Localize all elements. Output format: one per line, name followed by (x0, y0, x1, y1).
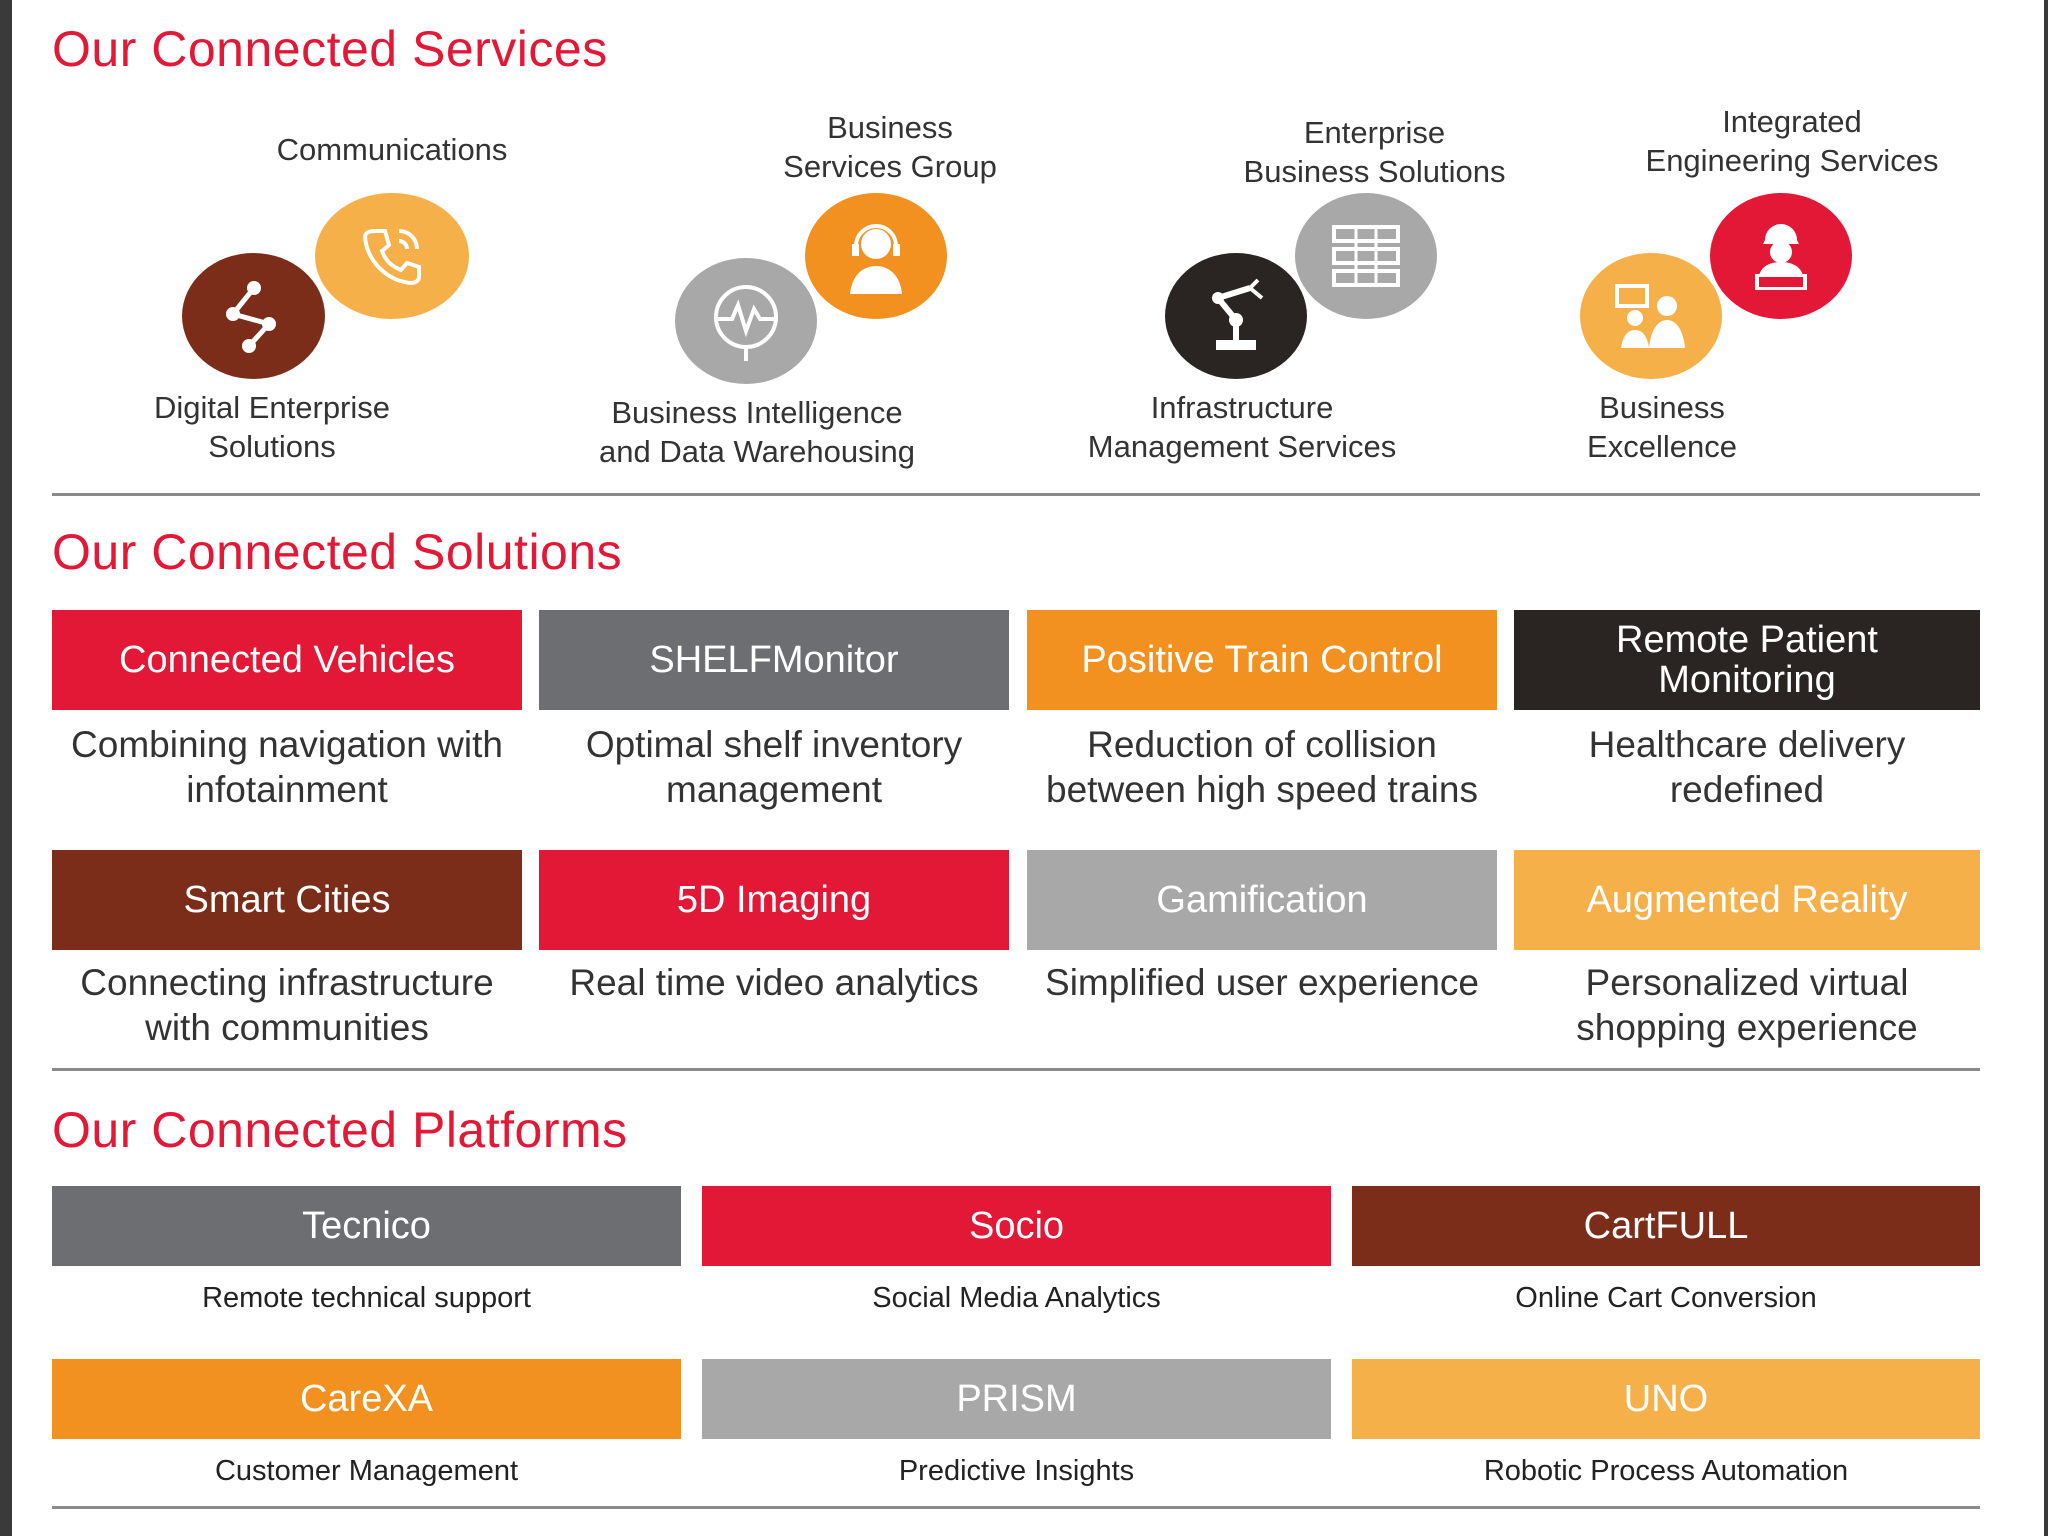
service-label-communications: Communications (276, 132, 508, 167)
platform-cartfull: CartFULL (1352, 1186, 1980, 1266)
solution-smart-cities: Smart Cities (52, 850, 522, 950)
solution-desc-augmented-reality: Personalized virtual shopping experience (1576, 962, 1918, 1048)
solution-desc-remote-patient-monitoring: Healthcare delivery redefined (1588, 724, 1906, 810)
service-label-infrastructure: Infrastructure Management Services (1087, 390, 1397, 464)
brochure-page: Our Connected Services Communications Di… (12, 0, 2044, 1536)
section-divider (52, 1068, 1980, 1071)
service-label-business-intelligence: Business Intelligence and Data Warehousi… (599, 395, 915, 469)
platforms-title: Our Connected Platforms (52, 1102, 628, 1158)
solution-desc-shelfmonitor: Optimal shelf inventory management (585, 724, 963, 810)
section-divider (52, 1506, 1980, 1509)
section-divider (52, 493, 1980, 496)
platform-socio: Socio (702, 1186, 1331, 1266)
solution-gamification: Gamification (1027, 850, 1497, 950)
solution-5d-imaging: 5D Imaging (539, 850, 1009, 950)
headset-agent-icon (805, 193, 947, 319)
solution-desc-gamification: Simplified user experience (1045, 962, 1479, 1003)
solution-remote-patient-monitoring: Remote Patient Monitoring (1514, 610, 1980, 710)
services-title: Our Connected Services (52, 21, 608, 77)
platform-desc-carexa: Customer Management (214, 1455, 519, 1487)
platform-tecnico: Tecnico (52, 1186, 681, 1266)
platform-desc-tecnico: Remote technical support (202, 1282, 531, 1314)
platform-uno: UNO (1352, 1359, 1980, 1439)
solution-desc-connected-vehicles: Combining navigation with infotainment (71, 724, 503, 810)
phone-icon (315, 193, 469, 319)
platform-desc-cartfull: Online Cart Conversion (1515, 1282, 1817, 1314)
service-label-digital-enterprise: Digital Enterprise Solutions (153, 390, 391, 464)
solutions-title: Our Connected Solutions (52, 524, 623, 580)
service-label-business-excellence: Business Excellence (1587, 390, 1737, 464)
network-icon (182, 253, 325, 379)
solution-desc-5d-imaging: Real time video analytics (569, 962, 979, 1003)
solution-desc-positive-train-control: Reduction of collision between high spee… (1046, 724, 1478, 810)
globe-analytics-icon (675, 258, 817, 384)
solution-desc-smart-cities: Connecting infrastructure with communiti… (80, 962, 494, 1048)
solution-augmented-reality: Augmented Reality (1514, 850, 1980, 950)
service-label-enterprise-business: Enterprise Business Solutions (1243, 115, 1506, 189)
solution-connected-vehicles: Connected Vehicles (52, 610, 522, 710)
server-icon (1295, 193, 1437, 319)
platform-carexa: CareXA (52, 1359, 681, 1439)
solution-shelfmonitor: SHELFMonitor (539, 610, 1009, 710)
engineer-laptop-icon (1710, 193, 1852, 319)
service-label-integrated-engineering: Integrated Engineering Services (1645, 104, 1939, 178)
platform-desc-socio: Social Media Analytics (872, 1282, 1161, 1314)
robot-arm-icon (1165, 253, 1307, 379)
platform-prism: PRISM (702, 1359, 1331, 1439)
platform-desc-uno: Robotic Process Automation (1483, 1455, 1849, 1487)
service-label-business-services: Business Services Group (783, 110, 997, 184)
solution-positive-train-control: Positive Train Control (1027, 610, 1497, 710)
platform-desc-prism: Predictive Insights (898, 1455, 1135, 1487)
meeting-icon (1580, 253, 1722, 379)
